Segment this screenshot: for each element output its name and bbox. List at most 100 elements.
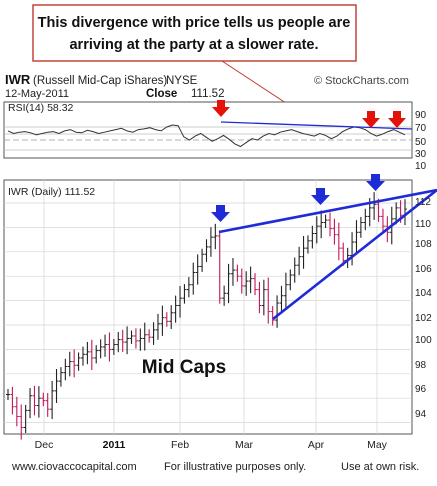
- rsi-tick-label: 90: [415, 110, 427, 121]
- price-bar: [341, 242, 346, 266]
- price-bar: [305, 235, 310, 254]
- price-bar: [292, 257, 297, 283]
- price-tick-label: 94: [415, 409, 427, 420]
- price-bar: [380, 208, 385, 234]
- price-panel-frame: [3, 179, 413, 435]
- price-bar: [222, 285, 227, 306]
- price-bar: [253, 273, 258, 296]
- price-bar: [129, 330, 134, 344]
- price-bar: [142, 322, 147, 351]
- price-bar: [275, 295, 280, 328]
- blue-down-arrow-icon: [211, 205, 230, 222]
- price-bar: [270, 306, 275, 326]
- price-bar: [328, 212, 333, 237]
- price-bar: [354, 220, 359, 255]
- price-bar: [186, 277, 191, 298]
- price-bar: [239, 268, 244, 294]
- rsi-divergence-trendline: [220, 121, 413, 130]
- rsi-peak-arrows: [212, 100, 406, 128]
- price-bar: [310, 225, 315, 249]
- blue-down-arrow-icon: [366, 174, 385, 191]
- price-bar: [125, 326, 130, 355]
- price-tick-label: 106: [415, 264, 432, 275]
- price-bar: [63, 358, 68, 381]
- security-name: (Russell Mid-Cap iShares): [33, 75, 167, 87]
- price-bar: [116, 331, 121, 353]
- price-gridlines: [4, 202, 412, 423]
- price-label: IWR (Daily) 111.52: [8, 186, 95, 198]
- price-bar: [173, 295, 178, 323]
- price-tick-label: 96: [415, 384, 427, 395]
- price-bar: [155, 313, 160, 340]
- price-bar: [58, 367, 63, 387]
- price-bar: [36, 386, 41, 418]
- price-bar: [14, 396, 19, 427]
- price-bar: [98, 339, 103, 359]
- price-bar: [103, 334, 108, 357]
- brand-watermark: © StockCharts.com: [314, 75, 409, 87]
- price-bar: [372, 192, 377, 220]
- price-bar: [138, 328, 143, 351]
- price-tick-label: 100: [415, 335, 432, 346]
- price-tick-label: 102: [415, 313, 432, 324]
- footer-website: www.ciovaccocapital.com: [11, 461, 137, 473]
- price-bar: [10, 386, 15, 415]
- price-bar: [147, 329, 152, 343]
- rsi-panel: RSI(14) 58.32 90 70 50 30 10: [3, 101, 427, 172]
- lower-trendline: [272, 188, 437, 321]
- x-tick-label: 2011: [103, 439, 126, 451]
- price-bar: [80, 346, 85, 366]
- price-bar: [133, 328, 138, 349]
- price-bar: [94, 345, 99, 364]
- price-bar: [195, 254, 200, 285]
- price-tick-label: 104: [415, 288, 432, 299]
- footer-disclaimer: For illustrative purposes only.: [164, 461, 306, 473]
- price-bar: [107, 332, 112, 362]
- price-bar: [279, 285, 284, 313]
- mid-caps-label: Mid Caps: [142, 357, 226, 378]
- price-bar: [67, 351, 72, 377]
- price-bar: [19, 404, 24, 440]
- price-bar: [23, 404, 28, 433]
- upper-trendline: [218, 188, 437, 234]
- price-bar: [169, 305, 174, 330]
- x-tick-label: Apr: [308, 439, 325, 451]
- price-bar: [191, 262, 196, 295]
- x-tick-label: Feb: [171, 439, 189, 451]
- annotation-box: [32, 4, 357, 62]
- price-bar: [213, 223, 218, 250]
- price-bar: [151, 322, 156, 345]
- blue-down-arrow-icon: [311, 188, 330, 205]
- price-tick-label: 110: [415, 219, 431, 230]
- rsi-tick-label: 50: [415, 137, 427, 148]
- ticker-symbol: IWR: [5, 72, 31, 87]
- footer-risk-note: Use at own risk.: [341, 461, 419, 473]
- price-bar: [89, 339, 94, 371]
- price-panel: IWR (Daily) 111.52 Mid Caps 112 110 108 …: [3, 174, 437, 440]
- price-tick-label: 98: [415, 360, 427, 371]
- x-tick-label: Mar: [235, 439, 254, 451]
- price-tick-label: 108: [415, 239, 432, 250]
- rsi-series-line: [7, 124, 406, 148]
- price-bar: [301, 236, 306, 269]
- price-bar: [266, 277, 271, 324]
- price-bar: [283, 272, 288, 308]
- red-down-arrow-icon: [212, 100, 230, 117]
- rsi-tick-label: 10: [415, 161, 427, 172]
- rsi-label: RSI(14) 58.32: [8, 102, 74, 114]
- price-bar: [217, 230, 222, 304]
- price-bar: [41, 392, 46, 407]
- price-bar: [6, 389, 10, 401]
- price-bar: [111, 339, 116, 355]
- price-bar: [120, 329, 125, 352]
- price-bars: [6, 192, 407, 440]
- price-bar: [323, 214, 328, 229]
- price-bar: [164, 312, 169, 327]
- price-tick-label: 112: [415, 197, 431, 208]
- close-value: 111.52: [191, 88, 224, 100]
- price-bar: [319, 210, 324, 239]
- price-bar: [76, 352, 81, 371]
- price-bar: [248, 266, 253, 294]
- price-bar: [230, 258, 235, 286]
